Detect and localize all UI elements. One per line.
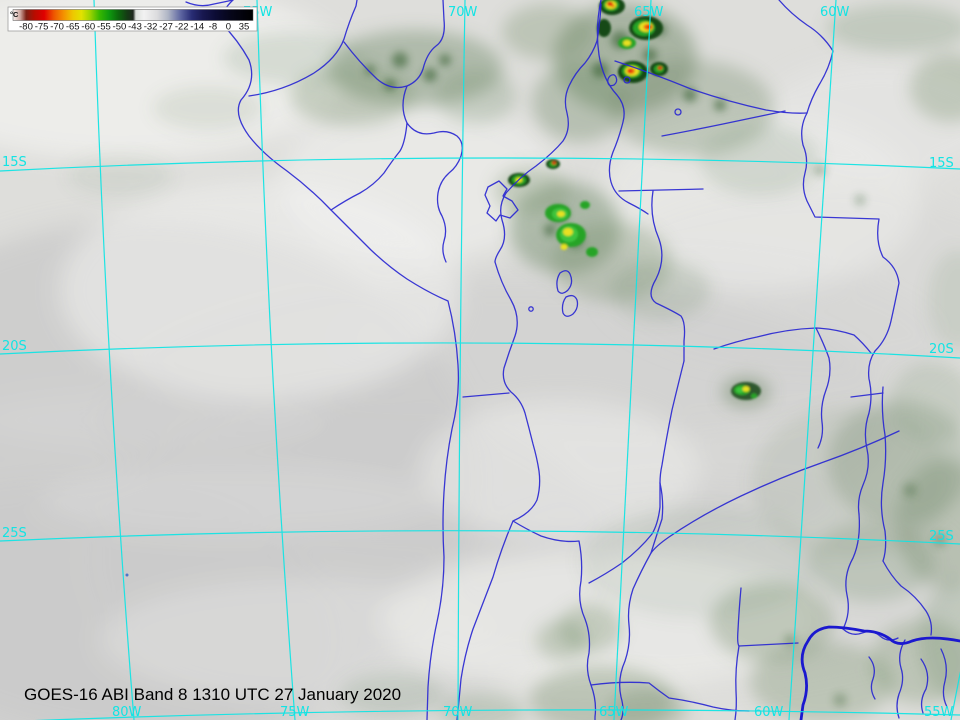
border-path	[650, 430, 900, 554]
border-path	[330, 122, 408, 211]
lake-outline	[607, 74, 618, 87]
storm-cell	[597, 19, 611, 37]
lon-line-75w	[256, 0, 296, 720]
lat-label: 20S	[929, 342, 954, 357]
border-path	[850, 392, 884, 398]
colorbar-tick: -65	[66, 22, 80, 33]
colorbar-tick: -55	[97, 22, 111, 33]
storm-cell	[650, 62, 668, 76]
colorbar-tick: 0	[226, 22, 231, 33]
colorbar-tick: -80	[19, 22, 33, 33]
border-path	[896, 639, 906, 719]
lat-label: 25S	[2, 526, 27, 541]
lon-line-70w	[457, 0, 466, 720]
lon-label: 70W	[448, 5, 478, 20]
colorbar-gradient	[12, 9, 254, 21]
lake-outline	[556, 270, 573, 294]
border-path	[882, 560, 933, 636]
lat-label: 15S	[2, 155, 27, 170]
border-path	[185, 0, 234, 7]
lat-label: 15S	[929, 156, 954, 171]
colorbar-tick: -50	[113, 22, 127, 33]
border-path	[619, 482, 664, 720]
lon-line-80w	[93, 0, 135, 720]
lon-line-65w	[613, 0, 652, 720]
border-path	[588, 482, 661, 584]
colorbar-tick: -43	[128, 22, 142, 33]
lake-titicaca	[484, 180, 519, 222]
border-path	[842, 513, 861, 630]
border-path	[248, 0, 358, 97]
border-path	[815, 327, 831, 449]
border-path	[659, 360, 685, 484]
border-path	[343, 0, 445, 89]
lon-label: 60W	[820, 5, 850, 20]
colorbar-tick: -27	[159, 22, 173, 33]
border-path	[920, 658, 929, 714]
storm-cells	[508, 0, 761, 400]
lat-line-20s	[0, 342, 960, 359]
border-path	[614, 60, 808, 114]
border-path	[456, 261, 541, 720]
image-caption: GOES-16 ABI Band 8 1310 UTC 27 January 2…	[24, 685, 401, 704]
border-path	[462, 392, 510, 398]
border-path	[734, 645, 740, 720]
colorbar: °C -80 -75 -70 -65 -60 -55 -50 -43 -32 -…	[7, 6, 258, 33]
colorbar-tick: -8	[209, 22, 217, 33]
storm-cell	[618, 37, 636, 49]
island-dot	[125, 573, 129, 577]
colorbar-tick: -60	[81, 22, 95, 33]
lon-label: 65W	[634, 5, 664, 20]
lon-label: 55W	[924, 705, 954, 720]
border-path	[940, 648, 948, 708]
storm-cell	[599, 0, 625, 15]
border-path	[618, 188, 704, 192]
storm-cell	[586, 247, 598, 257]
border-path	[596, 0, 649, 215]
border-path	[661, 110, 786, 137]
storm-cell	[580, 201, 590, 209]
storm-cell	[546, 159, 560, 169]
lon-line-60w	[788, 0, 837, 720]
river-path	[799, 625, 960, 720]
border-path	[402, 85, 463, 263]
colorbar-tick: -32	[144, 22, 158, 33]
river	[799, 625, 960, 720]
lon-label: 70W	[443, 705, 473, 720]
lon-label: 60W	[754, 705, 784, 720]
lake-outline	[561, 294, 579, 317]
border-path	[737, 587, 799, 647]
storm-cell	[618, 61, 648, 83]
lat-line-30s	[34, 709, 960, 720]
colorbar-unit: °C	[10, 10, 19, 19]
border-path	[650, 190, 686, 362]
colorbar-tick: -75	[35, 22, 49, 33]
lake-outline	[528, 306, 534, 312]
storm-cell	[731, 382, 761, 400]
lat-line-25s	[0, 530, 960, 545]
lon-label: 75W	[280, 705, 310, 720]
border-path	[221, 0, 460, 720]
lon-line-55w	[950, 671, 960, 720]
storm-cell	[545, 204, 571, 222]
colorbar-tick: -70	[50, 22, 64, 33]
storm-cell	[556, 223, 586, 250]
lon-label: 80W	[112, 705, 142, 720]
lat-label: 25S	[929, 529, 954, 544]
colorbar-tick: -14	[190, 22, 204, 33]
colorbar-tick: 35	[239, 22, 250, 33]
border-path	[505, 3, 602, 194]
lon-label: 65W	[599, 705, 629, 720]
border-path	[590, 681, 750, 712]
lake-outline	[623, 76, 631, 84]
lat-line-15s	[0, 157, 960, 172]
border-path	[868, 656, 876, 700]
lat-label: 20S	[2, 339, 27, 354]
lake-outline	[674, 108, 682, 116]
colorbar-tick: -22	[175, 22, 189, 33]
border-path	[494, 192, 507, 263]
